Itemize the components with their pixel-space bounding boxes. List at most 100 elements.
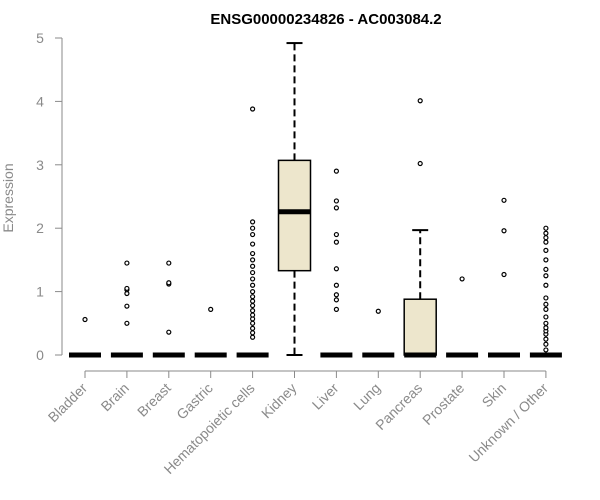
outlier-point (543, 225, 549, 231)
x-tick-label: Lung (350, 380, 383, 413)
outlier-point (166, 329, 172, 335)
outlier-point (333, 282, 339, 288)
outlier-point (543, 341, 549, 347)
outlier-point (250, 289, 256, 295)
outlier-point (250, 308, 256, 314)
outlier-point (501, 228, 507, 234)
outlier-point (501, 197, 507, 203)
outlier-point (250, 263, 256, 269)
x-tick-label: Pancreas (372, 380, 425, 433)
outlier-point (250, 250, 256, 257)
outlier-point (543, 230, 549, 236)
outlier-point (250, 282, 256, 288)
outlier-point (543, 325, 549, 331)
box-5 (277, 42, 312, 356)
box-11 (529, 225, 562, 358)
outlier-point (333, 306, 339, 312)
outlier-point (333, 292, 339, 298)
outlier-point (543, 282, 549, 288)
y-tick-label: 3 (36, 157, 44, 173)
box-8 (403, 98, 437, 358)
outlier-point (82, 316, 88, 323)
x-tick-label: Breast (134, 380, 174, 420)
outlier-point (250, 269, 256, 276)
x-tick-label: Skin (479, 380, 510, 411)
y-tick-label: 5 (36, 30, 44, 46)
outlier-point (166, 260, 172, 266)
outlier-point (250, 334, 256, 340)
box-10 (488, 197, 520, 358)
y-tick-label: 0 (36, 347, 44, 363)
outlier-point (459, 276, 465, 282)
box-0 (69, 316, 101, 358)
box-6 (320, 168, 353, 358)
outlier-point (250, 219, 256, 225)
outlier-point (543, 239, 549, 245)
outlier-point (543, 347, 549, 353)
outlier-point (250, 298, 256, 304)
outlier-point (250, 330, 256, 336)
chart-title: ENSG00000234826 - AC003084.2 (210, 11, 441, 28)
outlier-point (250, 106, 256, 112)
outlier-point (250, 276, 256, 282)
outlier-point (543, 320, 549, 326)
outlier-point (124, 260, 130, 266)
outlier-point (250, 294, 256, 300)
y-tick-label: 1 (36, 284, 44, 300)
x-tick-label: Kidney (258, 380, 300, 422)
outlier-point (250, 312, 256, 318)
box-body (403, 298, 437, 356)
outlier-point (501, 271, 507, 278)
x-tick-label: Bladder (45, 380, 91, 426)
outlier-point (333, 205, 339, 211)
outlier-point (208, 306, 214, 312)
box-7 (362, 308, 395, 358)
x-tick-label: Brain (98, 380, 132, 414)
x-tick-label: Liver (309, 380, 342, 413)
outlier-point (250, 320, 256, 326)
box-body (277, 159, 312, 272)
outlier-point (543, 301, 549, 307)
x-tick-label: Unknown / Other (465, 380, 551, 466)
outlier-point (333, 231, 339, 238)
outlier-point (333, 198, 339, 204)
outlier-point (417, 160, 423, 167)
outlier-point (250, 325, 256, 331)
axes: 0 1 2 3 4 5 (36, 30, 547, 378)
outlier-point (333, 239, 339, 245)
outlier-point (333, 297, 339, 303)
y-tick-label: 4 (36, 93, 44, 109)
outlier-point (543, 314, 549, 320)
box-series (69, 42, 562, 358)
outlier-point (375, 308, 381, 314)
outlier-point (543, 336, 549, 342)
outlier-point (417, 98, 423, 104)
outlier-point (543, 306, 549, 312)
outlier-point (543, 257, 549, 263)
outlier-point (250, 257, 256, 263)
outlier-point (543, 295, 549, 301)
box-4 (236, 106, 269, 358)
y-tick-label: 2 (36, 220, 44, 236)
outlier-point (124, 320, 130, 326)
outlier-point (543, 273, 549, 279)
outlier-point (250, 241, 256, 247)
outlier-point (166, 280, 172, 286)
box-1 (110, 260, 143, 358)
outlier-point (124, 303, 130, 309)
outlier-point (543, 266, 549, 273)
outlier-point (124, 285, 130, 292)
outlier-point (333, 266, 339, 272)
box-9 (446, 276, 479, 358)
box-2 (152, 260, 185, 358)
outlier-point (333, 168, 339, 174)
outlier-point (250, 225, 256, 231)
outlier-point (250, 231, 256, 238)
outlier-point (543, 247, 549, 253)
box-3 (194, 306, 227, 358)
x-tick-label: Prostate (419, 380, 467, 428)
outlier-point (250, 302, 256, 309)
outlier-point (543, 235, 549, 241)
